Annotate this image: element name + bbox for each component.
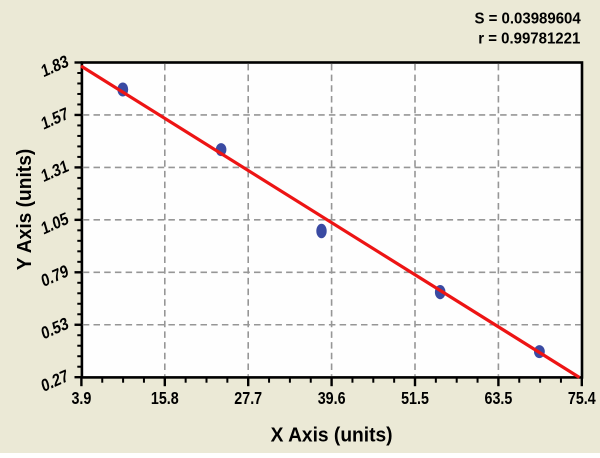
svg-text:51.5: 51.5 [401, 389, 429, 409]
svg-text:39.6: 39.6 [318, 389, 346, 409]
svg-text:S = 0.03989604: S = 0.03989604 [474, 10, 581, 27]
svg-text:27.7: 27.7 [234, 389, 262, 409]
svg-text:X Axis (units): X Axis (units) [271, 424, 393, 447]
svg-text:75.4: 75.4 [568, 389, 596, 409]
svg-text:Y Axis (units): Y Axis (units) [14, 149, 37, 271]
svg-text:r = 0.99781221: r = 0.99781221 [478, 30, 580, 47]
svg-text:15.8: 15.8 [151, 389, 179, 409]
svg-text:3.9: 3.9 [71, 389, 91, 409]
svg-text:63.5: 63.5 [484, 389, 512, 409]
